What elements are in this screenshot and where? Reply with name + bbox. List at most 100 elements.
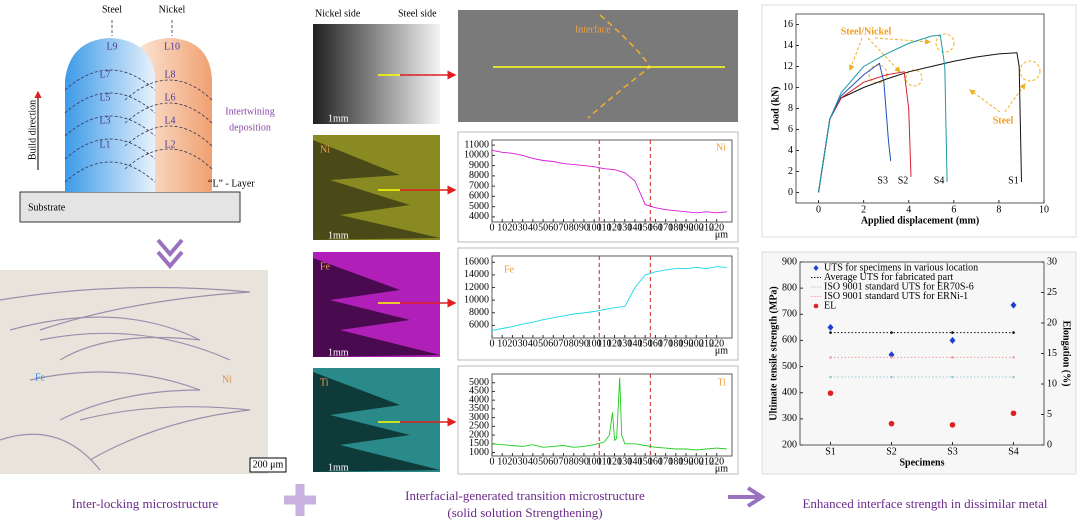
y-tick-label: 10 [783, 82, 793, 93]
y-tick-label: 4000 [469, 394, 489, 405]
y-tick-label: 200 [782, 439, 797, 450]
x-tick-label: 150 [638, 338, 653, 349]
down-arrow [156, 238, 184, 270]
x-tick-label: 150 [638, 222, 653, 233]
x-tick-label: 90 [579, 222, 589, 233]
data-line [818, 34, 948, 193]
data-point [1010, 301, 1017, 309]
x-tick-label: 200 [689, 338, 704, 349]
series-label: S1 [1008, 175, 1019, 186]
scale-bar: 1mm [328, 462, 349, 473]
steel-bead [65, 38, 155, 192]
x-tick-label: 10 [497, 456, 507, 467]
caption: Interfacial-generated transition microst… [405, 488, 645, 503]
y-tick-label: 16000 [464, 257, 489, 268]
right-arrow [728, 486, 766, 508]
x-tick-label: 140 [627, 338, 642, 349]
x-tick-label: 0 [490, 222, 495, 233]
x-tick-label: 90 [579, 456, 589, 467]
legend-marker [813, 265, 819, 271]
data-point [1012, 356, 1015, 359]
x-tick-label: 100 [587, 456, 602, 467]
x-tick-label: 70 [558, 222, 568, 233]
y-tick-label: 12000 [464, 282, 489, 293]
x-tick-label: 160 [648, 456, 663, 467]
legend-label: Average UTS for fabricated part [824, 272, 953, 283]
y-tick-label: 5000 [469, 201, 489, 212]
x-tick-label: 10 [497, 338, 507, 349]
y-tick-label: 700 [782, 309, 797, 320]
x-tick-label: 60 [548, 222, 558, 233]
deposition-diagram: Steel Nickel L9 L7 L5 L3 L1 L10 L8 L6 L4… [19, 4, 275, 223]
x-tick-label: 160 [648, 338, 663, 349]
annotation-marks [848, 33, 1041, 113]
x-tick-label: 20 [507, 222, 517, 233]
x-tick-label: 100 [587, 222, 602, 233]
y-tick-label: 2 [788, 166, 793, 177]
x-tick-label: 190 [679, 338, 694, 349]
x-tick-label: S4 [1008, 446, 1019, 457]
y-tick-label: 4000 [469, 211, 489, 222]
data-point [829, 356, 832, 359]
x-tick-label: 10 [1039, 204, 1049, 215]
data-point [1012, 331, 1015, 334]
data-point [890, 331, 893, 334]
x-tick-label: 2 [861, 204, 866, 215]
y-tick-label: 3500 [469, 403, 489, 414]
x-tick-label: 130 [617, 456, 632, 467]
x-tick-label: 40 [528, 222, 538, 233]
micrograph: Fe Ni 200 μm [0, 270, 287, 474]
y-tick-label: 14 [783, 40, 793, 51]
legend-label: ISO 9001 standard UTS for ERNi-1 [824, 291, 968, 302]
x-tick-label: 20 [507, 338, 517, 349]
y-axis-label: Ultimate tensile strength (MPa) [768, 286, 779, 421]
layer-label: L5 [99, 92, 110, 103]
x-tick-label: 10 [497, 222, 507, 233]
layer-label: L8 [164, 69, 175, 80]
data-point [890, 375, 893, 379]
x-tick-label: 130 [617, 338, 632, 349]
annotation: Steel/Nickel [841, 26, 892, 37]
data-point [888, 420, 895, 427]
data-point [827, 323, 834, 331]
x-tick-label: 120 [607, 222, 622, 233]
x-tick-label: S1 [825, 446, 836, 457]
y-tick-label: 7000 [469, 180, 489, 191]
substrate [19, 191, 241, 223]
data-point [829, 375, 832, 379]
x-tick-label: 170 [658, 456, 673, 467]
x-tick-label: 110 [597, 222, 612, 233]
y2-tick-label: 20 [1047, 317, 1057, 328]
x-unit: μm [715, 229, 728, 240]
y-tick-label: 14000 [464, 269, 489, 280]
x-tick-label: 210 [699, 338, 714, 349]
layer-label: L7 [99, 69, 110, 80]
y2-axis-label: Elongation (%) [1061, 321, 1072, 387]
chart-title: Fe [504, 264, 515, 275]
y-tick-label: 8 [788, 103, 793, 114]
deposition-label: deposition [229, 122, 271, 133]
x-tick-label: 60 [548, 338, 558, 349]
plot-frame [491, 139, 733, 223]
y-tick-label: 4 [788, 145, 793, 156]
x-tick-label: 140 [627, 456, 642, 467]
data-point [949, 422, 956, 428]
chart-title: Ni [716, 142, 726, 153]
y-tick-label: 5000 [469, 377, 489, 388]
legend-label: UTS for specimens in various location [824, 262, 978, 273]
x-tick-label: 80 [569, 338, 579, 349]
x-tick-label: 190 [679, 456, 694, 467]
x-tick-label: 200 [689, 222, 704, 233]
ni-label: Ni [222, 374, 232, 385]
scale-bar: 1mm [328, 113, 349, 124]
nickel-side: Nickel side [315, 8, 361, 19]
x-tick-label: 100 [587, 338, 602, 349]
x-tick-label: 20 [507, 456, 517, 467]
y-tick-label: 6 [788, 124, 793, 135]
load-chart-frame [761, 4, 1077, 238]
map-label: Fe [320, 261, 331, 272]
x-tick-label: 90 [579, 338, 589, 349]
x-tick-label: 50 [538, 222, 548, 233]
y-tick-label: 10000 [464, 150, 489, 161]
